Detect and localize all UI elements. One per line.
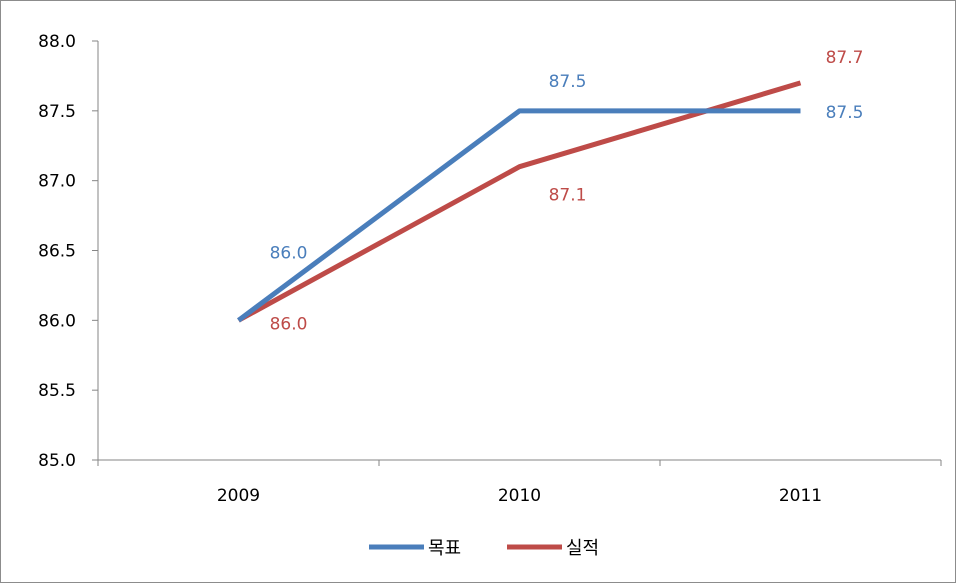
y-axis-ticks: 85.0 85.5 86.0 86.5 87.0 87.5 88.0 (38, 32, 98, 471)
y-tick-label: 85.5 (38, 381, 76, 401)
y-tick-label: 86.0 (38, 311, 76, 331)
x-tick-label: 2009 (217, 486, 260, 506)
series-lines (237, 80, 802, 323)
y-tick-label: 85.0 (38, 451, 76, 471)
series-line-actual (237, 80, 802, 323)
legend-label: 실적 (566, 538, 599, 559)
x-tick-label: 2011 (779, 486, 822, 506)
legend: 목표 실적 (369, 538, 599, 559)
y-tick-label: 87.0 (38, 172, 76, 192)
legend-label: 목표 (428, 538, 461, 559)
x-tick-label: 2010 (498, 486, 541, 506)
data-label: 86.0 (270, 314, 308, 334)
data-label: 87.7 (826, 48, 864, 68)
y-tick-label: 87.5 (38, 102, 76, 122)
data-labels: 86.0 87.5 87.5 86.0 87.1 87.7 (270, 48, 864, 334)
data-label: 87.5 (826, 103, 864, 123)
y-tick-label: 86.5 (38, 242, 76, 262)
x-axis-ticks: 2009 2010 2011 (97, 460, 942, 506)
data-label: 86.0 (270, 243, 308, 263)
y-tick-label: 88.0 (38, 32, 76, 52)
series-line-target (237, 108, 801, 323)
axes (97, 41, 941, 461)
data-label: 87.5 (549, 72, 587, 92)
data-label: 87.1 (549, 186, 587, 206)
